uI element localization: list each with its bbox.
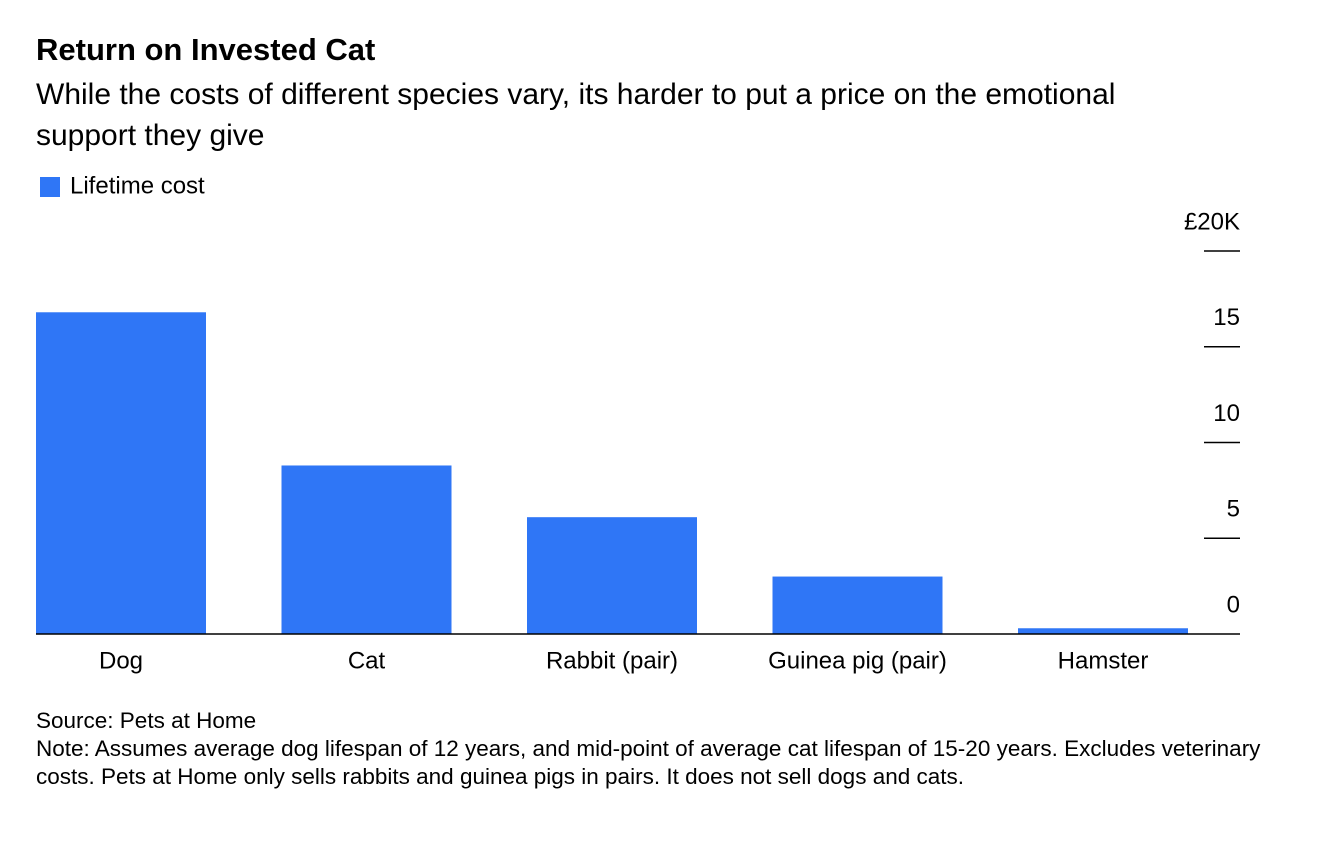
bar: [772, 576, 943, 634]
y-tick-label: 0: [1227, 591, 1240, 618]
source: Source: Pets at Home: [36, 708, 257, 733]
x-tick-label: Cat: [348, 647, 386, 674]
chart-title: Return on Invested Cat: [36, 32, 376, 67]
legend-swatch: [40, 177, 60, 197]
note: Note: Assumes average dog lifespan of 12…: [36, 736, 1261, 789]
x-tick-label: Hamster: [1058, 647, 1149, 674]
bar: [1018, 628, 1188, 634]
x-tick-label: Dog: [99, 647, 143, 674]
y-tick-label: £20K: [1184, 208, 1240, 235]
bar: [281, 465, 452, 634]
bar: [527, 517, 697, 634]
bar: [36, 312, 206, 634]
y-tick-label: 5: [1227, 496, 1240, 523]
y-tick-label: 15: [1213, 304, 1240, 331]
legend-label: Lifetime cost: [70, 172, 205, 199]
chart: Lifetime cost Dog Cat Rabbit (pair) Guinea p…: [36, 172, 1240, 674]
y-tick-label: 10: [1213, 400, 1240, 427]
chart-subtitle: While the costs of different species var…: [36, 78, 1116, 152]
x-tick-label: Guinea pig (pair): [768, 647, 947, 674]
x-tick-label: Rabbit (pair): [546, 647, 678, 674]
